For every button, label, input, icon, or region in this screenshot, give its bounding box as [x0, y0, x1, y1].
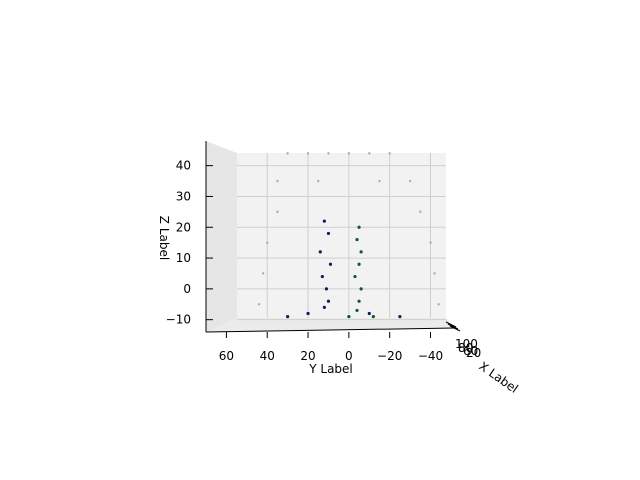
grid-lines: [237, 153, 446, 321]
x-axis-ticks: 20 100 80 60: [445, 321, 481, 360]
scatter-point: [318, 250, 322, 254]
scatter-points: [257, 152, 440, 319]
scatter-point: [353, 274, 357, 279]
y-tick-label: −40: [418, 349, 443, 363]
scatter-point: [371, 314, 375, 319]
back-pane: [237, 153, 446, 318]
z-axis-ticks: 40 30 20 10 0 −10: [166, 159, 213, 327]
z-tick-label: 30: [176, 189, 191, 203]
scatter-point: [367, 311, 371, 316]
x-tick-label: 20: [466, 346, 481, 360]
z-tick-label: 0: [183, 282, 191, 296]
x-tick-label: 60: [463, 344, 478, 358]
scatter-point: [378, 179, 381, 183]
scatter-point: [429, 241, 432, 244]
z-axis-label: Z Label: [157, 216, 171, 260]
scatter-point: [408, 179, 412, 183]
axes-3d-box: [205, 141, 456, 333]
y-tick-label: 0: [345, 349, 353, 363]
z-tick-label: 20: [176, 220, 191, 234]
scatter-point: [347, 314, 351, 319]
scatter-point: [276, 179, 279, 183]
scatter-point: [317, 179, 320, 183]
y-axis-line: [205, 327, 456, 333]
scatter-point: [327, 152, 330, 155]
y-axis-label: Y Label: [308, 362, 353, 376]
x-tick-mark: [445, 321, 457, 328]
scatter-point: [322, 219, 326, 223]
scatter-point: [357, 299, 361, 303]
z-tick-label: −10: [166, 313, 191, 327]
scatter-point: [357, 225, 361, 229]
x-tick-label: 80: [458, 341, 473, 355]
scatter-point: [326, 299, 331, 303]
scatter-point: [322, 305, 326, 309]
scatter-point: [257, 303, 261, 306]
scatter-point: [306, 152, 310, 155]
scatter-point: [355, 237, 359, 242]
y-axis-ticks: 60 40 20 0 −20 −40: [219, 332, 443, 363]
scatter-point: [306, 311, 310, 316]
scatter-point: [276, 210, 279, 214]
left-pane: [206, 141, 237, 332]
scatter-point: [286, 152, 289, 155]
x-tick-label: 100: [455, 337, 478, 351]
scatter-point: [261, 272, 265, 275]
y-tick-label: 20: [300, 349, 315, 363]
scatter-point: [359, 287, 363, 291]
x-tick-mark: [447, 323, 459, 330]
scatter-point: [328, 262, 333, 266]
scatter-point: [355, 308, 359, 313]
scatter-point: [359, 250, 363, 254]
scatter-point: [347, 152, 351, 155]
scatter-point: [419, 210, 422, 214]
scatter-point: [388, 152, 391, 155]
y-tick-label: 60: [219, 349, 234, 363]
scatter-point: [326, 231, 331, 236]
x-tick-mark: [449, 325, 461, 332]
scatter-point: [324, 287, 329, 291]
scatter-point: [437, 303, 440, 306]
z-tick-label: 10: [176, 251, 191, 265]
y-tick-label: −20: [377, 349, 402, 363]
scatter-point: [433, 272, 436, 275]
scatter-point: [357, 262, 361, 266]
x-axis-label: X Label: [476, 359, 520, 396]
y-tick-label: 40: [260, 349, 275, 363]
scatter-point: [286, 314, 290, 319]
scatter-point: [368, 152, 371, 155]
scatter-point: [266, 241, 269, 244]
scatter-point: [398, 314, 402, 319]
z-tick-label: 40: [176, 159, 191, 173]
scatter-point: [320, 274, 324, 279]
